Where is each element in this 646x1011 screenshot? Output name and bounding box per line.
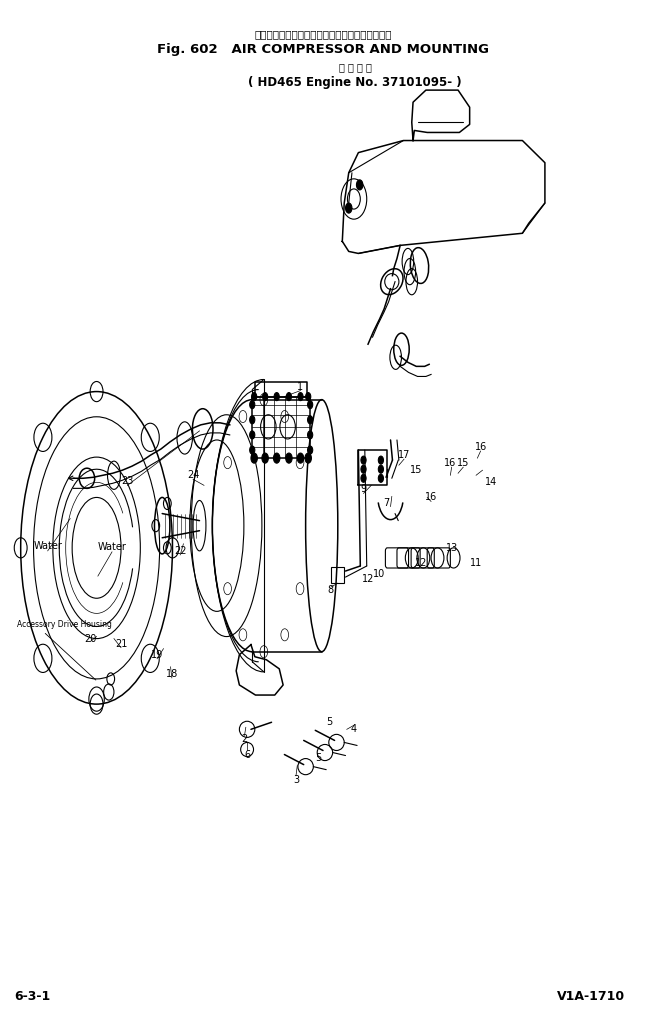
Circle shape	[251, 392, 256, 400]
Text: Fig. 602   AIR COMPRESSOR AND MOUNTING: Fig. 602 AIR COMPRESSOR AND MOUNTING	[157, 43, 489, 57]
Text: 5: 5	[326, 717, 333, 727]
Circle shape	[249, 400, 255, 408]
Text: エアー　コンプレッサ　および　マウンティング: エアー コンプレッサ および マウンティング	[255, 29, 391, 39]
Text: Water: Water	[33, 541, 62, 551]
Text: 6-3-1: 6-3-1	[14, 990, 50, 1003]
Text: 8: 8	[328, 585, 334, 595]
Circle shape	[361, 456, 366, 464]
Circle shape	[361, 474, 366, 482]
Text: 7: 7	[383, 498, 389, 509]
Circle shape	[307, 416, 313, 424]
Text: 5: 5	[315, 752, 322, 762]
Text: 16: 16	[474, 442, 486, 452]
Text: 13: 13	[446, 543, 458, 553]
Text: 11: 11	[470, 558, 482, 568]
Text: 24: 24	[187, 470, 199, 480]
Text: 4: 4	[351, 724, 357, 734]
Circle shape	[286, 392, 291, 400]
Text: 22: 22	[174, 546, 187, 556]
Circle shape	[361, 465, 366, 473]
Circle shape	[357, 180, 363, 190]
Circle shape	[297, 453, 304, 463]
Bar	[331, 567, 344, 583]
Text: 10: 10	[373, 569, 385, 579]
Text: 19: 19	[151, 650, 163, 660]
Text: ( HD465 Engine No. 37101095- ): ( HD465 Engine No. 37101095- )	[248, 76, 462, 89]
Text: 16: 16	[425, 492, 437, 502]
Circle shape	[298, 392, 303, 400]
Text: Water: Water	[98, 542, 127, 552]
Text: 14: 14	[485, 477, 497, 487]
Text: 1: 1	[297, 381, 304, 391]
Circle shape	[262, 392, 267, 400]
Circle shape	[273, 453, 280, 463]
Text: 2: 2	[242, 734, 247, 744]
Circle shape	[262, 453, 268, 463]
Text: 15: 15	[410, 465, 422, 475]
Circle shape	[379, 474, 384, 482]
Text: Accessory Drive Housing: Accessory Drive Housing	[17, 620, 112, 629]
Text: V1A-1710: V1A-1710	[557, 990, 625, 1003]
Circle shape	[379, 456, 384, 464]
Circle shape	[379, 465, 384, 473]
Circle shape	[307, 400, 313, 408]
Circle shape	[251, 453, 257, 463]
Text: 15: 15	[457, 458, 470, 468]
Text: 16: 16	[444, 458, 457, 468]
Text: 12: 12	[362, 574, 374, 584]
Text: 3: 3	[293, 774, 299, 785]
Circle shape	[307, 446, 313, 454]
Circle shape	[286, 453, 292, 463]
Text: 6: 6	[244, 749, 250, 759]
Circle shape	[305, 453, 311, 463]
Text: 21: 21	[115, 639, 127, 649]
Circle shape	[346, 203, 352, 213]
Circle shape	[307, 431, 313, 439]
Text: 18: 18	[166, 669, 178, 678]
Circle shape	[249, 446, 255, 454]
Text: 23: 23	[121, 476, 134, 486]
Text: 9: 9	[360, 484, 366, 494]
Circle shape	[249, 416, 255, 424]
Text: 12: 12	[415, 558, 427, 568]
Circle shape	[249, 431, 255, 439]
Circle shape	[274, 392, 279, 400]
Circle shape	[306, 392, 311, 400]
Text: 17: 17	[398, 450, 410, 460]
Text: 20: 20	[84, 634, 96, 644]
Text: 適 用 号 機: 適 用 号 機	[339, 62, 371, 72]
